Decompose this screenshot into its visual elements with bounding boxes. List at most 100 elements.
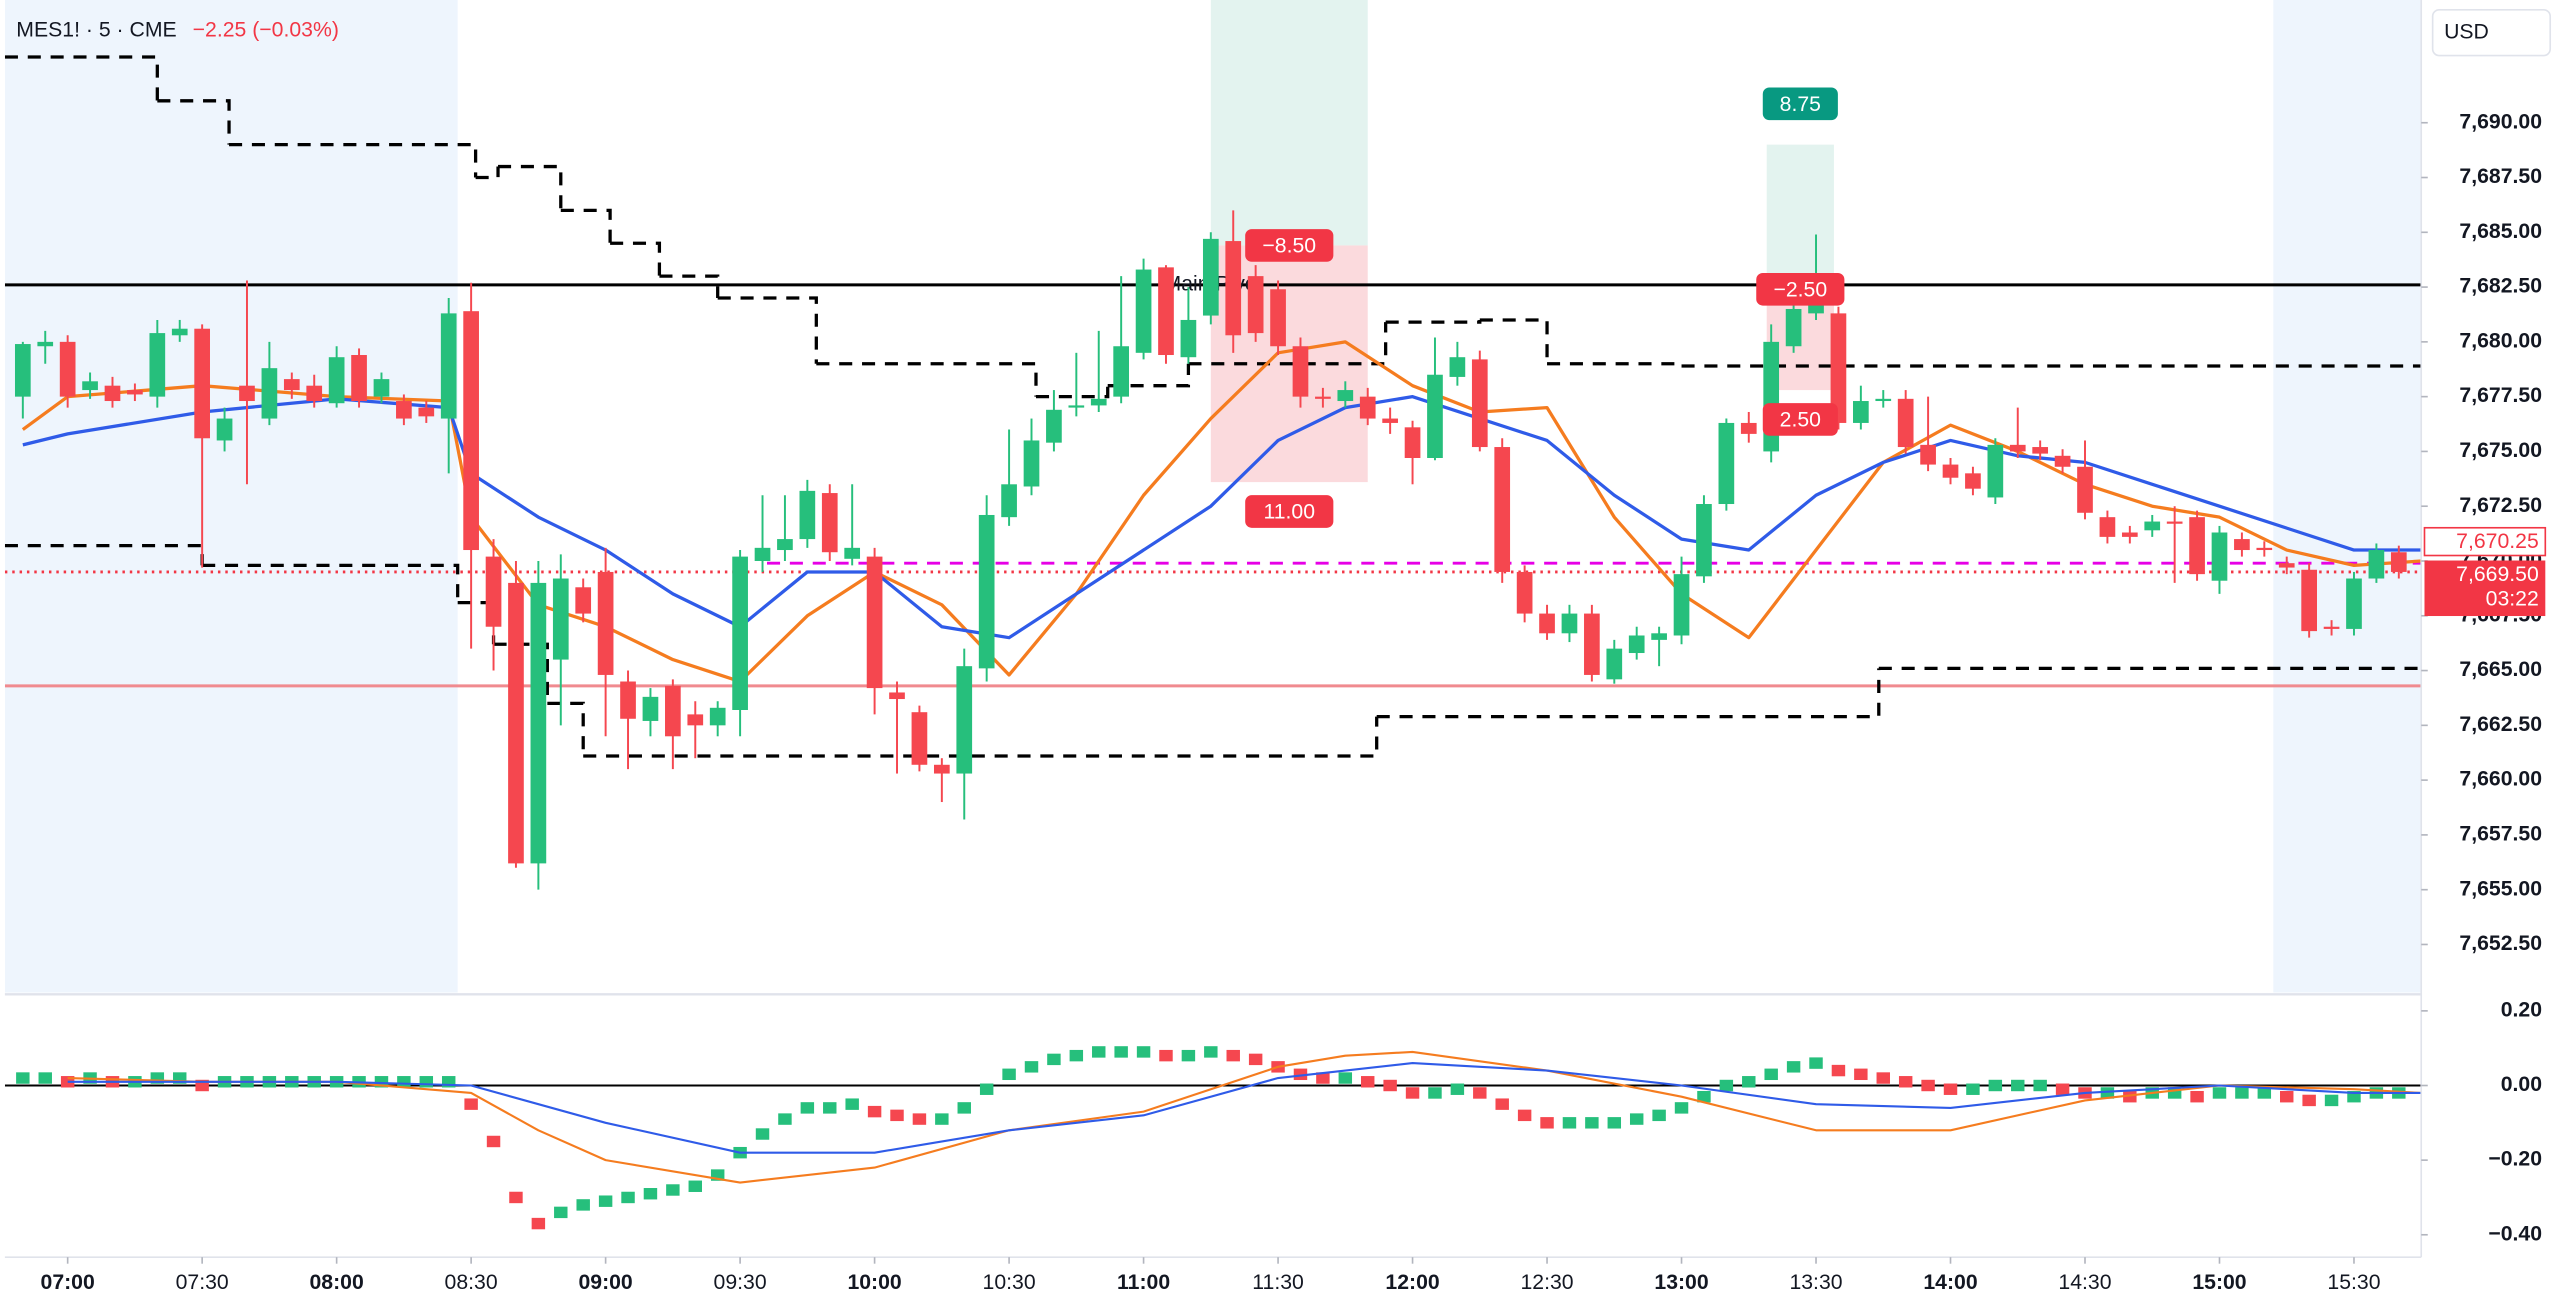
candle-body bbox=[1853, 401, 1869, 423]
candle-body bbox=[351, 355, 367, 402]
trade-target-zone bbox=[1766, 144, 1834, 290]
step-line-segment bbox=[717, 296, 818, 364]
candle-body bbox=[1516, 571, 1533, 614]
candle-body bbox=[2390, 552, 2407, 572]
macd-histogram-bar bbox=[1898, 1076, 1913, 1088]
candle-body bbox=[283, 379, 300, 391]
candle-body bbox=[2009, 444, 2026, 452]
macd-histogram-bar bbox=[1360, 1076, 1375, 1088]
candle-body bbox=[1718, 422, 1735, 505]
currency-label[interactable]: USD bbox=[2444, 20, 2489, 43]
trade-label-box bbox=[1245, 229, 1334, 262]
step-line-segment bbox=[1547, 362, 1684, 366]
candle-body bbox=[978, 514, 995, 669]
step-line-segment bbox=[560, 208, 612, 244]
macd-histogram-bar bbox=[2257, 1087, 2272, 1099]
macd-histogram-bar bbox=[1854, 1068, 1868, 1081]
macd-histogram-bar bbox=[1092, 1046, 1106, 1058]
macd-histogram-bar bbox=[1540, 1117, 1554, 1129]
macd-histogram-bar bbox=[38, 1072, 52, 1084]
macd-line bbox=[67, 1050, 2422, 1184]
y-tick-label: 7,682.50 bbox=[2459, 275, 2542, 298]
candle-body bbox=[1628, 635, 1645, 654]
x-tick-label: 15:30 bbox=[2327, 1271, 2380, 1294]
y-tick-label: 7,675.00 bbox=[2459, 439, 2542, 462]
currency-button[interactable] bbox=[2431, 9, 2552, 57]
macd-histogram-bar bbox=[1585, 1117, 1599, 1129]
macd-histogram-bar bbox=[1697, 1090, 1711, 1103]
macd-histogram-bar bbox=[912, 1113, 927, 1125]
candle-body bbox=[1471, 359, 1488, 448]
step-line-segment bbox=[1385, 319, 1482, 324]
candle-body bbox=[463, 311, 479, 551]
x-tick-label: 12:30 bbox=[1520, 1271, 1573, 1294]
macd-histogram-bar bbox=[1024, 1061, 1039, 1073]
y-tick-label: 7,677.50 bbox=[2459, 384, 2542, 407]
macd-histogram-bar bbox=[823, 1102, 837, 1114]
candle-body bbox=[1023, 440, 1040, 487]
candle-body bbox=[2211, 532, 2228, 581]
candle-body bbox=[1785, 308, 1802, 347]
candle-body bbox=[82, 381, 98, 391]
trade-label: 11.00 bbox=[1264, 501, 1316, 524]
candle-body bbox=[575, 587, 592, 614]
macd-histogram-bar bbox=[1988, 1079, 2003, 1092]
candle-body bbox=[687, 714, 704, 726]
macd-histogram-bar bbox=[2167, 1087, 2182, 1099]
candle-body bbox=[1808, 304, 1824, 314]
x-tick-label: 13:00 bbox=[1654, 1271, 1708, 1294]
candle-body bbox=[328, 357, 345, 404]
price-tag-label: 7,670.25 bbox=[2456, 530, 2539, 553]
y-tick-label: 7,662.50 bbox=[2459, 713, 2542, 736]
macd-histogram-bar bbox=[1943, 1083, 1958, 1095]
macd-histogram-bar bbox=[1383, 1079, 1397, 1092]
macd-histogram-bar bbox=[1428, 1087, 1442, 1099]
macd-histogram-bar bbox=[1248, 1053, 1263, 1066]
trade-label-box bbox=[1756, 272, 1845, 306]
candle-body bbox=[373, 379, 390, 397]
candle-body bbox=[1046, 409, 1062, 443]
macd-histogram-bar bbox=[2347, 1090, 2361, 1103]
step-line-segment bbox=[659, 274, 720, 299]
macd-histogram-bar bbox=[2302, 1094, 2316, 1107]
step-line-segment bbox=[1376, 668, 1881, 719]
y-tick-label: 0.20 bbox=[2501, 998, 2542, 1021]
session-shade bbox=[2273, 0, 2422, 993]
macd-histogram-bar bbox=[2235, 1087, 2249, 1099]
macd-histogram-bar bbox=[1831, 1064, 1846, 1077]
macd-histogram-bar bbox=[2033, 1079, 2047, 1092]
candle-body bbox=[485, 556, 502, 627]
macd-histogram-bar bbox=[2212, 1087, 2227, 1099]
candle-body bbox=[1113, 346, 1130, 397]
macd-histogram-bar bbox=[2324, 1094, 2339, 1107]
macd-histogram-bar bbox=[867, 1105, 882, 1118]
candle-body bbox=[665, 685, 681, 737]
step-line-segment bbox=[475, 166, 500, 180]
trade-target-zone bbox=[1210, 0, 1368, 246]
candle-body bbox=[889, 692, 905, 700]
trade-label-box bbox=[1762, 87, 1838, 121]
price-tag bbox=[2423, 526, 2547, 557]
candle-body bbox=[777, 539, 793, 551]
step-line-segment bbox=[1035, 385, 1110, 399]
candle-body bbox=[642, 696, 659, 721]
candle-body bbox=[1673, 574, 1690, 636]
candle-body bbox=[1404, 427, 1421, 458]
candle-body bbox=[1180, 319, 1197, 358]
candle-body bbox=[216, 418, 233, 441]
macd-histogram-bar bbox=[2123, 1090, 2137, 1103]
candle-body bbox=[1740, 422, 1757, 434]
candle-body bbox=[127, 390, 143, 395]
step-line-segment bbox=[493, 642, 549, 704]
candle-body bbox=[1068, 405, 1085, 408]
candle-body bbox=[1875, 398, 1892, 402]
y-tick-label: 7,680.00 bbox=[2459, 329, 2542, 352]
x-tick-label: 09:00 bbox=[578, 1271, 632, 1294]
candle-body bbox=[620, 681, 636, 719]
candle-body bbox=[440, 313, 457, 419]
macd-histogram-bar bbox=[890, 1109, 904, 1122]
candle-body bbox=[1270, 289, 1286, 347]
macd-histogram-bar bbox=[778, 1113, 792, 1125]
macd-histogram-bar bbox=[60, 1076, 75, 1088]
